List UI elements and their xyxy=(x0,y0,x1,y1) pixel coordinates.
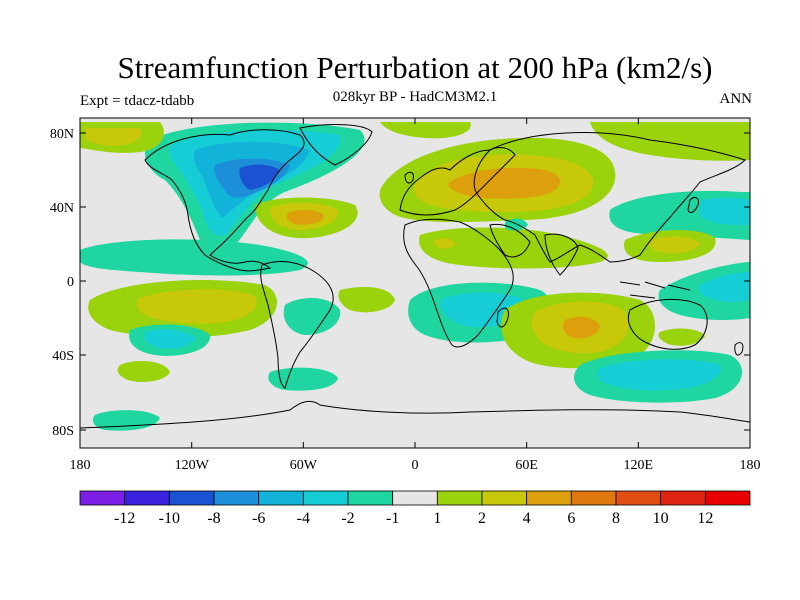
colorbar-swatch xyxy=(79,490,126,506)
colorbar-swatch xyxy=(213,490,260,506)
lon-label-60e: 60E xyxy=(515,458,538,473)
longitude-axis: 180 120W 60W 0 60E 120E 180 xyxy=(70,118,761,473)
colorbar-swatch xyxy=(302,490,349,506)
lon-label-120w: 120W xyxy=(175,458,210,473)
colorbar-label: -8 xyxy=(207,510,220,527)
lat-label-40s: 40S xyxy=(52,349,74,364)
colorbar-label: 10 xyxy=(653,510,669,527)
colorbar-swatch xyxy=(168,490,215,506)
lat-label-80n: 80N xyxy=(50,127,74,142)
contour-negative-east-pacific xyxy=(80,239,308,276)
coast-arabia xyxy=(489,223,531,258)
lon-label-120e: 120E xyxy=(624,458,654,473)
contour-positive-arctic xyxy=(380,122,471,139)
colorbar-swatch xyxy=(526,490,572,506)
colorbar-swatch xyxy=(436,490,483,506)
contour-positive-atlantic-core xyxy=(286,209,324,225)
colorbar-swatch xyxy=(392,490,438,506)
colorbar-label: -12 xyxy=(114,510,135,527)
contour-negative-south-pacific-inner xyxy=(144,329,195,349)
coast-new-zealand xyxy=(734,342,744,356)
coast-india xyxy=(544,233,579,276)
coast-madagascar xyxy=(496,307,509,328)
colorbar-label: -10 xyxy=(159,510,180,527)
latitude-axis: 80N 40N 0 40S 80S xyxy=(50,127,750,439)
lon-label-60w: 60W xyxy=(290,458,318,473)
coast-africa xyxy=(403,218,514,348)
coast-greenland xyxy=(299,124,373,166)
colorbar-label: 2 xyxy=(478,510,486,527)
map-title: Streamfunction Perturbation at 200 hPa (… xyxy=(117,50,713,85)
coast-indonesia xyxy=(619,281,691,299)
lat-label-0: 0 xyxy=(67,275,74,290)
coast-japan xyxy=(687,197,699,213)
colorbar-swatch xyxy=(258,490,304,506)
colorbar-label: 1 xyxy=(433,510,441,527)
contour-negative-north-america-max xyxy=(239,164,280,190)
contour-positive-africa-small xyxy=(435,237,455,249)
lon-label-0: 0 xyxy=(412,458,419,473)
colorbar-label: 6 xyxy=(567,510,575,527)
lon-label-180-east: 180 xyxy=(740,458,761,473)
colorbar-label: -2 xyxy=(341,510,354,527)
colorbar-label: 8 xyxy=(612,510,620,527)
experiment-label: Expt = tdacz-tdabb xyxy=(80,93,195,109)
coast-asia xyxy=(473,132,746,263)
colorbar-swatch xyxy=(347,490,394,506)
contour-positive-eurasia-core xyxy=(448,167,560,199)
colorbar-swatch xyxy=(660,490,706,506)
coast-uk xyxy=(404,171,414,184)
season-label: ANN xyxy=(719,91,753,107)
contour-positive-north-pacific-inner xyxy=(85,128,142,146)
coast-south-america xyxy=(260,261,334,389)
contour-positive-west-pacific-inner xyxy=(648,236,700,254)
colorbar-swatch xyxy=(704,490,751,506)
contour-positive-tropical-band xyxy=(419,227,608,269)
contour-negative-southern-ocean-inner xyxy=(597,359,721,391)
contour-positive-south-america xyxy=(117,360,170,382)
contour-positive-south-west-pacific xyxy=(658,328,705,346)
coast-australia xyxy=(627,298,708,350)
colorbar-label: -4 xyxy=(297,510,310,527)
contour-positive-indian-core xyxy=(562,316,600,339)
coast-antarctica xyxy=(80,400,750,429)
colorbar-label: -1 xyxy=(386,510,399,527)
coastlines xyxy=(80,124,750,429)
colorbar-label: -6 xyxy=(252,510,265,527)
lon-label-180-west: 180 xyxy=(70,458,91,473)
colorbar-swatch xyxy=(570,490,617,506)
contour-negative-south-atlantic xyxy=(283,298,341,335)
contour-positive-north-pacific-east xyxy=(590,122,750,161)
colorbar-label: 4 xyxy=(523,510,531,527)
colorbar-swatch xyxy=(481,490,528,506)
coast-europe xyxy=(399,147,516,216)
map-subtitle: 028kyr BP - HadCM3M2.1 xyxy=(332,89,498,105)
contour-negative-australia-east-inner xyxy=(698,272,750,303)
coast-north-america xyxy=(144,129,305,272)
colorbar-swatch xyxy=(615,490,662,506)
lat-label-40n: 40N xyxy=(50,201,74,216)
contour-positive-south-pacific-inner xyxy=(136,289,257,324)
colorbar-label: 12 xyxy=(697,510,713,527)
lat-label-80s: 80S xyxy=(52,424,74,439)
contour-positive-south-atlantic xyxy=(338,287,395,313)
colorbar: -12 -10 -8 -6 -4 -2 -1 1 2 4 6 8 10 12 xyxy=(79,490,751,527)
contour-negative-north-pacific-inner xyxy=(700,197,750,226)
colorbar-swatch xyxy=(124,490,170,506)
contour-field xyxy=(80,118,750,448)
